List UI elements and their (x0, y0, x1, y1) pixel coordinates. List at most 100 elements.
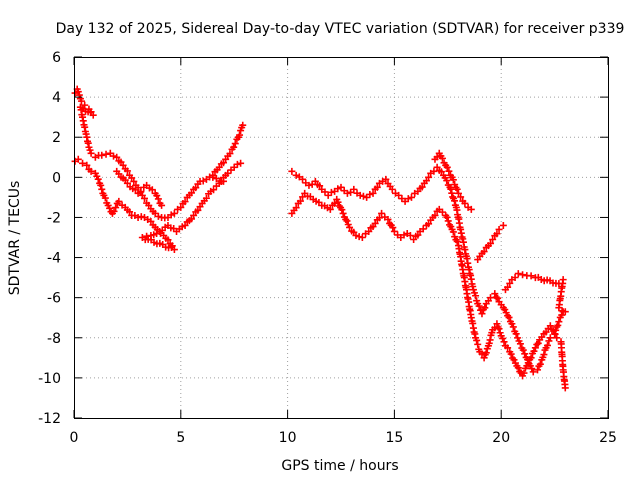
data-point (102, 150, 110, 158)
series-early_segment_lower (71, 155, 245, 254)
data-point (438, 154, 446, 162)
data-point (443, 213, 451, 221)
data-point (147, 217, 155, 225)
data-point (98, 185, 106, 193)
data-point (154, 195, 162, 203)
data-point (444, 217, 452, 225)
data-point (467, 205, 475, 213)
data-point (453, 237, 461, 245)
data-point (71, 89, 79, 97)
data-point (224, 169, 232, 177)
data-point (338, 206, 346, 214)
data-point (83, 161, 91, 169)
data-point (443, 177, 451, 185)
y-tick-label: -8 (47, 331, 61, 347)
data-point (430, 167, 438, 175)
data-point (508, 320, 516, 328)
data-point (529, 368, 537, 376)
data-point (480, 248, 488, 256)
data-point (425, 173, 433, 181)
data-point (516, 368, 524, 376)
data-point (531, 344, 539, 352)
data-point (356, 191, 364, 199)
data-point (94, 175, 102, 183)
data-point (158, 201, 166, 209)
data-point (226, 150, 234, 158)
data-point (110, 207, 118, 215)
data-point (77, 97, 85, 105)
data-point (561, 308, 569, 316)
data-point (469, 286, 477, 294)
data-point (209, 173, 217, 181)
data-point (137, 188, 145, 196)
data-point (154, 212, 162, 220)
data-point (418, 183, 426, 191)
data-point (339, 209, 347, 217)
data-point (505, 313, 513, 321)
data-point (194, 206, 202, 214)
data-point (292, 204, 300, 212)
data-point (449, 193, 457, 201)
y-tick-label: -12 (38, 411, 61, 427)
data-point (447, 185, 455, 193)
data-point (334, 185, 342, 193)
data-point (414, 231, 422, 239)
data-point (499, 334, 507, 342)
data-point (192, 184, 200, 192)
data-point (167, 211, 175, 219)
data-point (113, 153, 121, 161)
data-point (202, 194, 210, 202)
data-point (481, 304, 489, 312)
data-point (449, 228, 457, 236)
x-tick-label: 10 (279, 430, 297, 446)
y-tick-label: 4 (52, 90, 61, 106)
data-point (487, 239, 495, 247)
data-point (546, 322, 554, 330)
data-point (366, 190, 374, 198)
data-point (384, 215, 392, 223)
data-point (288, 167, 296, 175)
data-point (431, 211, 439, 219)
data-point (561, 384, 569, 392)
data-point (543, 341, 551, 349)
data-point (540, 351, 548, 359)
x-tick-label: 0 (70, 430, 79, 446)
data-point (509, 323, 517, 331)
data-point (101, 194, 109, 202)
data-point (177, 203, 185, 211)
data-point (115, 197, 123, 205)
data-point (482, 349, 490, 357)
data-point (389, 224, 397, 232)
data-point (558, 307, 566, 315)
plot-frame (74, 57, 609, 419)
data-point (491, 290, 499, 298)
data-point (74, 88, 82, 96)
data-point (457, 193, 465, 201)
data-point (520, 369, 528, 377)
data-point (527, 354, 535, 362)
data-point (97, 181, 105, 189)
data-point (140, 194, 148, 202)
data-point (388, 185, 396, 193)
chart-title: Day 132 of 2025, Sidereal Day-to-day VTE… (56, 21, 625, 37)
data-point (445, 167, 453, 175)
data-point (342, 215, 350, 223)
data-point (493, 230, 501, 238)
x-axis-label: GPS time / hours (281, 458, 398, 474)
data-point (478, 310, 486, 318)
data-point (352, 231, 360, 239)
data-point (390, 227, 398, 235)
data-point (514, 334, 522, 342)
axis-ticks (73, 56, 609, 419)
data-point (305, 181, 313, 189)
data-point (510, 356, 518, 364)
data-point (170, 209, 178, 217)
y-axis-label: SDTVAR / TECUs (7, 181, 23, 296)
y-tick-label: 6 (52, 50, 61, 66)
data-point (534, 339, 542, 347)
data-point (473, 336, 481, 344)
data-point (343, 189, 351, 197)
data-point (239, 121, 247, 129)
y-tick-label: -10 (38, 371, 61, 387)
